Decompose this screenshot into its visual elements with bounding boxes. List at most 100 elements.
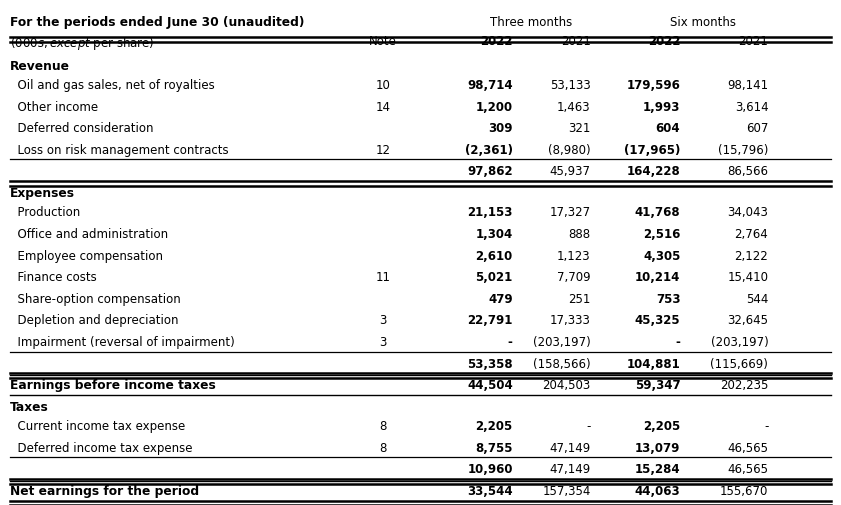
Text: 46,565: 46,565: [727, 442, 769, 455]
Text: Share-option compensation: Share-option compensation: [10, 293, 181, 306]
Text: 2,122: 2,122: [734, 249, 769, 263]
Text: -: -: [586, 420, 590, 433]
Text: 251: 251: [569, 293, 590, 306]
Text: 888: 888: [569, 228, 590, 241]
Text: 44,504: 44,504: [467, 379, 513, 392]
Text: (15,796): (15,796): [718, 144, 769, 157]
Text: Other income: Other income: [10, 100, 98, 114]
Text: 41,768: 41,768: [635, 207, 680, 220]
Text: 1,993: 1,993: [643, 100, 680, 114]
Text: 2,516: 2,516: [643, 228, 680, 241]
Text: Six months: Six months: [670, 17, 737, 29]
Text: (2,361): (2,361): [465, 144, 513, 157]
Text: 32,645: 32,645: [727, 315, 769, 327]
Text: (17,965): (17,965): [624, 144, 680, 157]
Text: 97,862: 97,862: [467, 166, 513, 178]
Text: Expenses: Expenses: [10, 187, 75, 200]
Text: 164,228: 164,228: [627, 166, 680, 178]
Text: 204,503: 204,503: [542, 379, 590, 392]
Text: 34,043: 34,043: [727, 207, 769, 220]
Text: (8,980): (8,980): [548, 144, 590, 157]
Text: Taxes: Taxes: [10, 401, 49, 414]
Text: Earnings before income taxes: Earnings before income taxes: [10, 379, 215, 392]
Text: 17,333: 17,333: [550, 315, 590, 327]
Text: 47,149: 47,149: [549, 442, 590, 455]
Text: 2,205: 2,205: [475, 420, 513, 433]
Text: (203,197): (203,197): [533, 336, 590, 349]
Text: 3: 3: [379, 336, 387, 349]
Text: 22,791: 22,791: [468, 315, 513, 327]
Text: 2,610: 2,610: [475, 249, 513, 263]
Text: 604: 604: [656, 122, 680, 135]
Text: 53,358: 53,358: [467, 358, 513, 371]
Text: 155,670: 155,670: [720, 485, 769, 498]
Text: 14: 14: [375, 100, 390, 114]
Text: 4,305: 4,305: [643, 249, 680, 263]
Text: (158,566): (158,566): [533, 358, 590, 371]
Text: 10,960: 10,960: [468, 464, 513, 477]
Text: 1,200: 1,200: [475, 100, 513, 114]
Text: Production: Production: [10, 207, 80, 220]
Text: -: -: [675, 336, 680, 349]
Text: For the periods ended June 30 (unaudited): For the periods ended June 30 (unaudited…: [10, 17, 304, 29]
Text: 321: 321: [569, 122, 590, 135]
Text: 1,304: 1,304: [475, 228, 513, 241]
Text: 45,937: 45,937: [550, 166, 590, 178]
Text: 46,565: 46,565: [727, 464, 769, 477]
Text: 1,123: 1,123: [557, 249, 590, 263]
Text: 45,325: 45,325: [635, 315, 680, 327]
Text: 544: 544: [746, 293, 769, 306]
Text: Employee compensation: Employee compensation: [10, 249, 163, 263]
Text: 179,596: 179,596: [627, 79, 680, 92]
Text: 2022: 2022: [480, 35, 513, 48]
Text: 12: 12: [375, 144, 390, 157]
Text: 8: 8: [379, 442, 387, 455]
Text: Office and administration: Office and administration: [10, 228, 168, 241]
Text: 202,235: 202,235: [720, 379, 769, 392]
Text: 11: 11: [375, 271, 390, 284]
Text: 59,347: 59,347: [635, 379, 680, 392]
Text: Finance costs: Finance costs: [10, 271, 97, 284]
Text: (115,669): (115,669): [711, 358, 769, 371]
Text: 13,079: 13,079: [635, 442, 680, 455]
Text: Deferred income tax expense: Deferred income tax expense: [10, 442, 193, 455]
Text: 1,463: 1,463: [557, 100, 590, 114]
Text: 607: 607: [746, 122, 769, 135]
Text: 3,614: 3,614: [735, 100, 769, 114]
Text: 17,327: 17,327: [549, 207, 590, 220]
Text: -: -: [764, 420, 769, 433]
Text: 15,284: 15,284: [635, 464, 680, 477]
Text: Note: Note: [369, 35, 397, 48]
Text: 33,544: 33,544: [467, 485, 513, 498]
Text: ($ 000s, except $ per share): ($ 000s, except $ per share): [10, 35, 154, 52]
Text: 2021: 2021: [738, 35, 769, 48]
Text: 15,410: 15,410: [727, 271, 769, 284]
Text: 2,764: 2,764: [734, 228, 769, 241]
Text: (203,197): (203,197): [711, 336, 769, 349]
Text: 98,714: 98,714: [467, 79, 513, 92]
Text: Oil and gas sales, net of royalties: Oil and gas sales, net of royalties: [10, 79, 214, 92]
Text: Impairment (reversal of impairment): Impairment (reversal of impairment): [10, 336, 235, 349]
Text: 104,881: 104,881: [627, 358, 680, 371]
Text: 2,205: 2,205: [643, 420, 680, 433]
Text: 157,354: 157,354: [542, 485, 590, 498]
Text: Net earnings for the period: Net earnings for the period: [10, 485, 198, 498]
Text: 7,709: 7,709: [557, 271, 590, 284]
Text: 479: 479: [488, 293, 513, 306]
Text: 47,149: 47,149: [549, 464, 590, 477]
Text: 44,063: 44,063: [635, 485, 680, 498]
Text: 10,214: 10,214: [635, 271, 680, 284]
Text: Three months: Three months: [489, 17, 572, 29]
Text: Revenue: Revenue: [10, 60, 70, 73]
Text: 98,141: 98,141: [727, 79, 769, 92]
Text: 2022: 2022: [648, 35, 680, 48]
Text: 10: 10: [375, 79, 390, 92]
Text: 2021: 2021: [561, 35, 590, 48]
Text: 86,566: 86,566: [727, 166, 769, 178]
Text: Deferred consideration: Deferred consideration: [10, 122, 153, 135]
Text: 309: 309: [489, 122, 513, 135]
Text: Loss on risk management contracts: Loss on risk management contracts: [10, 144, 229, 157]
Text: -: -: [508, 336, 513, 349]
Text: 8: 8: [379, 420, 387, 433]
Text: 8,755: 8,755: [475, 442, 513, 455]
